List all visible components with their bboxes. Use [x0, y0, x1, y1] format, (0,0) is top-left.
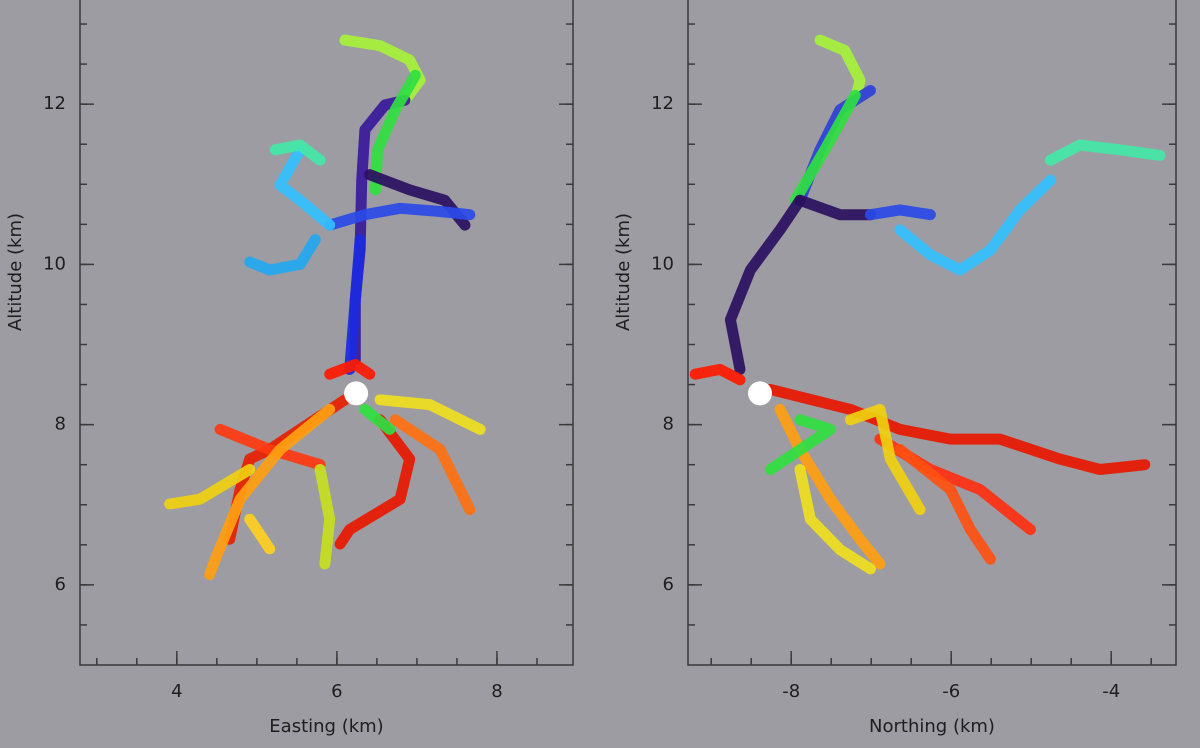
- channel: [334, 414, 416, 550]
- channel: [369, 69, 421, 196]
- channel: [814, 34, 866, 106]
- axis-frame: [79, 0, 574, 666]
- channel: [244, 234, 321, 276]
- y-tick-label: 12: [43, 93, 66, 114]
- y-tick-label: 10: [651, 253, 674, 274]
- y-axis-label: Altitude (km): [613, 213, 634, 331]
- x-axis-label: Easting (km): [269, 716, 383, 737]
- y-tick-label: 12: [651, 93, 674, 114]
- channel: [724, 194, 806, 375]
- channel: [324, 359, 376, 380]
- channel: [374, 394, 486, 435]
- y-tick-label: 6: [55, 574, 66, 595]
- channel: [244, 513, 276, 555]
- channel: [344, 234, 366, 375]
- x-tick-label: 6: [331, 681, 342, 702]
- y-tick-label: 10: [43, 253, 66, 274]
- channel: [269, 139, 326, 166]
- channel: [164, 464, 256, 510]
- channel: [794, 194, 876, 221]
- x-tick-label: -4: [1102, 681, 1120, 702]
- channel: [274, 144, 336, 231]
- channel: [389, 414, 476, 516]
- channel: [844, 403, 926, 516]
- channel: [339, 34, 426, 106]
- channel: [214, 423, 326, 471]
- y-axis-label: Altitude (km): [5, 213, 26, 331]
- y-tick-label: 6: [663, 574, 674, 595]
- y-tick-label: 8: [663, 414, 674, 435]
- channel: [894, 174, 1056, 276]
- x-tick-label: 8: [491, 681, 502, 702]
- channel: [764, 414, 836, 475]
- channel: [324, 202, 476, 231]
- plot-area: [164, 34, 486, 580]
- x-axis-label: Northing (km): [869, 716, 995, 737]
- axis-frame: [687, 0, 1177, 666]
- initiation-point: [344, 381, 369, 406]
- x-tick-label: -8: [782, 681, 800, 702]
- initiation-point: [748, 381, 772, 406]
- channel: [894, 444, 996, 565]
- channel: [359, 403, 396, 435]
- channel: [314, 464, 336, 570]
- y-tick-label: 8: [55, 414, 66, 435]
- channel: [1044, 139, 1166, 166]
- channel: [864, 204, 936, 221]
- channel: [789, 89, 861, 206]
- channel: [204, 403, 336, 580]
- channel: [689, 363, 746, 386]
- plot-area: [689, 34, 1166, 575]
- x-tick-label: -6: [942, 681, 960, 702]
- x-tick-label: 4: [171, 681, 182, 702]
- channel: [794, 464, 876, 575]
- channel: [774, 403, 886, 570]
